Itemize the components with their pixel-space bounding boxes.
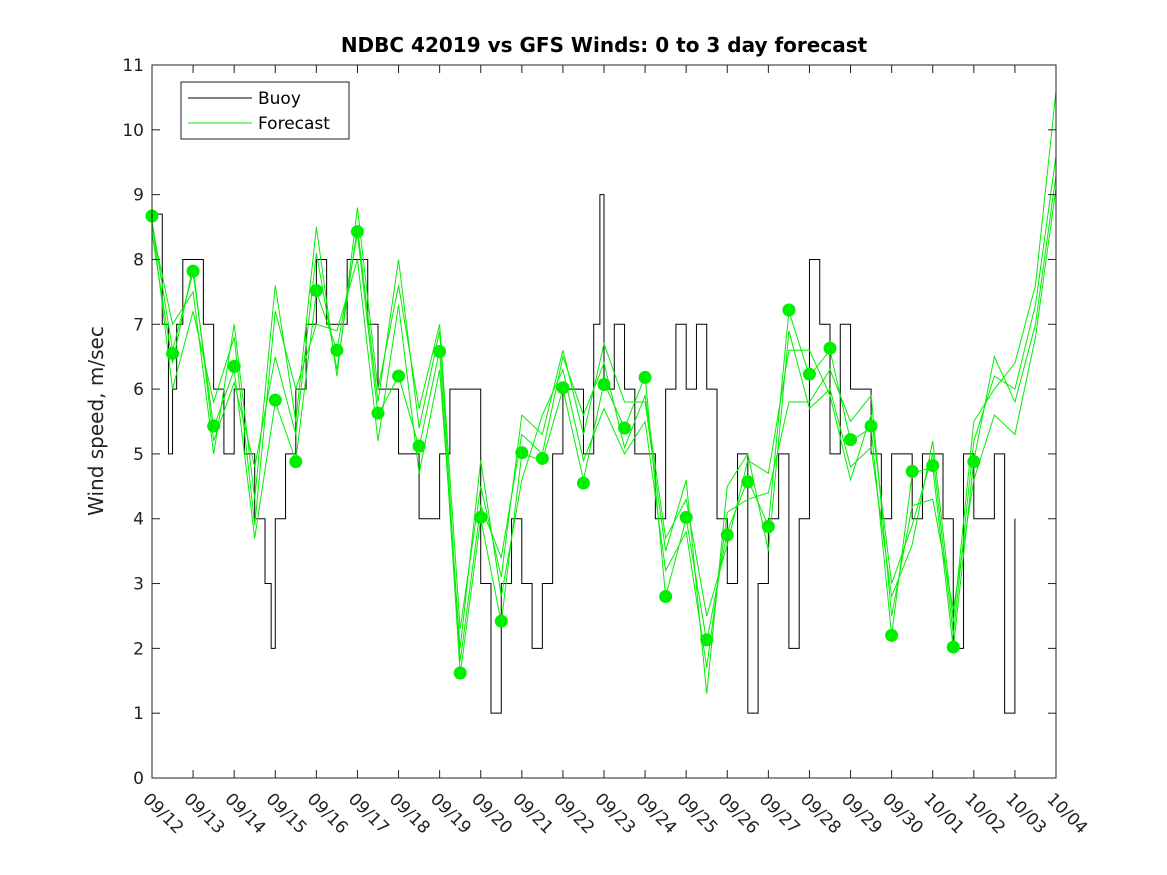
y-tick-label: 11 [122, 56, 144, 76]
forecast-marker [659, 590, 673, 604]
forecast-marker [844, 433, 858, 447]
legend: Buoy Forecast [180, 81, 350, 140]
forecast-marker [597, 378, 611, 392]
forecast-marker [967, 455, 981, 469]
y-tick-label: 10 [122, 121, 144, 141]
legend-label-buoy: Buoy [258, 89, 301, 109]
forecast-marker [309, 284, 323, 298]
y-tick-label: 2 [133, 639, 144, 659]
forecast-marker [268, 393, 282, 407]
forecast-marker [885, 628, 899, 642]
forecast-marker [741, 475, 755, 489]
forecast-marker [392, 369, 406, 383]
forecast-marker [823, 341, 837, 355]
forecast-marker [926, 459, 940, 473]
y-axis-label: Wind speed, m/sec [84, 326, 108, 516]
forecast-marker [289, 455, 303, 469]
plot-area [152, 65, 1056, 778]
y-tick-label: 6 [133, 380, 144, 400]
forecast-marker [371, 406, 385, 420]
forecast-line-2 [151, 90, 1057, 694]
forecast-marker [905, 464, 919, 478]
forecast-marker [515, 446, 529, 460]
forecast-line-3 [151, 188, 1057, 668]
y-tick-label: 8 [133, 250, 144, 270]
forecast-line-4 [151, 155, 1057, 662]
y-tick-label: 5 [133, 445, 144, 465]
y-tick-label: 1 [133, 704, 144, 724]
forecast-marker [330, 343, 344, 357]
forecast-marker [186, 264, 200, 278]
forecast-marker [782, 303, 796, 317]
legend-box [180, 81, 350, 140]
forecast-marker [535, 451, 549, 465]
forecast-marker [474, 510, 488, 524]
forecast-marker [433, 344, 447, 358]
y-tick-label: 9 [133, 186, 144, 206]
y-axis-ticks: 0 1 2 3 4 5 6 7 8 9 10 11 [122, 56, 1056, 789]
forecast-marker [166, 346, 180, 360]
forecast-marker [618, 421, 632, 435]
buoy-line [152, 194, 1016, 714]
buoy-series [152, 194, 1016, 714]
forecast-marker [494, 614, 508, 628]
forecast-marker [720, 528, 734, 542]
forecast-marker [207, 419, 221, 433]
forecast-marker [412, 439, 426, 453]
forecast-marker [679, 510, 693, 524]
forecast-marker [576, 476, 590, 490]
forecast-marker [864, 419, 878, 433]
forecast-marker [556, 381, 570, 395]
y-tick-label: 0 [133, 769, 144, 789]
forecast-marker [761, 520, 775, 534]
y-tick-label: 7 [133, 315, 144, 335]
chart-title: NDBC 42019 vs GFS Winds: 0 to 3 day fore… [341, 33, 868, 57]
forecast-marker [227, 359, 241, 373]
forecast-marker [638, 370, 652, 384]
legend-label-forecast: Forecast [258, 114, 330, 134]
forecast-marker [700, 633, 714, 647]
forecast-marker [802, 367, 816, 381]
forecast-markers [145, 209, 981, 680]
y-tick-label: 3 [133, 575, 144, 595]
forecast-marker [453, 666, 467, 680]
forecast-marker [350, 225, 364, 239]
forecast-marker [946, 640, 960, 654]
y-tick-label: 4 [133, 510, 144, 530]
